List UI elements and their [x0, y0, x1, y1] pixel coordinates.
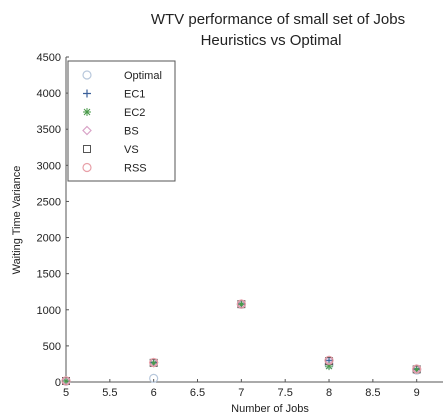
- y-tick-label: 4000: [37, 88, 61, 100]
- y-tick-label: 500: [43, 341, 61, 353]
- data-points: [61, 299, 422, 386]
- legend-label-rss: RSS: [124, 163, 147, 175]
- data-point-rss: [236, 299, 246, 309]
- y-tick-label: 1000: [37, 305, 61, 317]
- x-tick-label: 5.5: [102, 387, 117, 399]
- legend-label-optimal: Optimal: [124, 70, 162, 82]
- legend-marker-rss: [82, 162, 92, 173]
- data-point-rss: [149, 357, 159, 368]
- y-tick-label: 3500: [37, 124, 61, 136]
- legend-marker-optimal: [82, 70, 92, 80]
- data-point-rss: [324, 355, 334, 365]
- y-tick-label: 0: [55, 377, 61, 389]
- x-tick-label: 8: [326, 387, 332, 399]
- chart-subtitle: Heuristics vs Optimal: [201, 32, 342, 49]
- data-point-optimal: [149, 373, 159, 383]
- x-tick-label: 7: [238, 387, 244, 399]
- data-point-ec2: [412, 365, 421, 374]
- x-tick-label: 6.5: [190, 387, 205, 399]
- y-tick-label: 2500: [37, 196, 61, 208]
- data-point-ec2: [149, 359, 158, 368]
- y-ticks: 0 500 1000 1500 2000 2500 3000 3500 4000 4500: [37, 52, 69, 389]
- data-point-ec2: [62, 377, 70, 386]
- data-point-rss: [412, 364, 422, 374]
- x-tick-label: 5: [63, 387, 69, 399]
- chart-title: WTV performance of small set of Jobs: [151, 11, 405, 28]
- legend-label-ec1: EC1: [124, 89, 145, 101]
- legend-marker-bs: [82, 125, 92, 136]
- x-tick-label: 9: [414, 387, 420, 399]
- data-point-rss: [61, 376, 71, 386]
- legend-box: [67, 60, 176, 182]
- data-point-ec2: [237, 300, 246, 309]
- x-tick-label: 6: [151, 387, 157, 399]
- y-axis-label: Waiting Time Variance: [11, 166, 23, 275]
- y-tick-label: 1500: [37, 269, 61, 281]
- legend-label-ec2: EC2: [124, 107, 145, 119]
- plot-axes: [65, 57, 443, 383]
- x-axis-label: Number of Jobs: [231, 403, 309, 415]
- legend: Optimal EC1 EC2 BS VS RSS: [67, 60, 176, 182]
- y-tick-label: 3000: [37, 160, 61, 172]
- x-tick-label: 8.5: [365, 387, 380, 399]
- data-point-ec2: [325, 362, 334, 371]
- legend-label-bs: BS: [124, 126, 139, 138]
- legend-marker-ec1: [83, 89, 91, 98]
- x-tick-label: 7.5: [278, 387, 293, 399]
- legend-marker-vs: [83, 145, 91, 153]
- y-tick-label: 4500: [37, 52, 61, 64]
- legend-marker-ec2: [83, 108, 91, 116]
- y-tick-label: 2000: [37, 233, 61, 245]
- legend-label-vs: VS: [124, 144, 139, 156]
